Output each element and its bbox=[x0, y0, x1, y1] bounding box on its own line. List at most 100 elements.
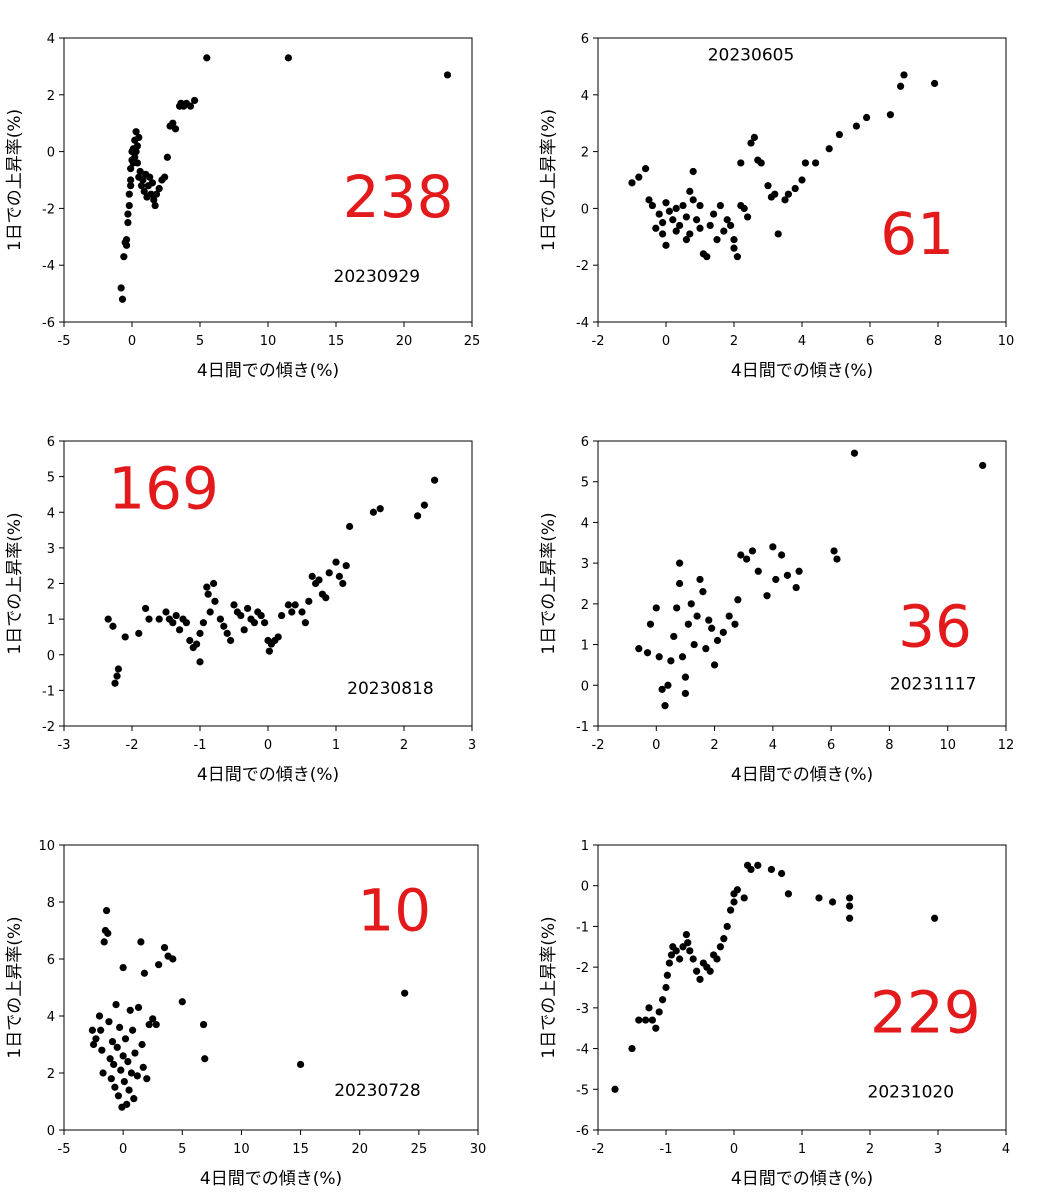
x-tick-label: 15 bbox=[292, 1142, 309, 1157]
data-point bbox=[689, 955, 697, 963]
data-point bbox=[696, 975, 704, 983]
data-point bbox=[733, 253, 742, 261]
data-point bbox=[118, 295, 127, 303]
y-tick-label: 3 bbox=[581, 557, 589, 572]
x-tick-label: 10 bbox=[233, 1142, 250, 1157]
y-axis-label: 1日での上昇率(%) bbox=[539, 109, 559, 251]
scatter-panel-4: -2 0 2 4 6 8 10 12-101234564日間での傾き(%)1日での上昇率(%)… bbox=[539, 435, 1014, 785]
data-point bbox=[443, 71, 452, 79]
data-point bbox=[169, 955, 177, 963]
x-tick-label: 6 bbox=[827, 738, 835, 753]
data-point bbox=[114, 665, 122, 673]
data-point bbox=[764, 182, 772, 190]
data-point bbox=[89, 1040, 98, 1049]
data-point bbox=[628, 1044, 636, 1053]
plot-area-frame bbox=[63, 844, 479, 1131]
x-tick-label: 4 bbox=[769, 738, 777, 753]
data-point bbox=[815, 894, 823, 902]
data-point bbox=[731, 620, 739, 628]
y-tick-label: 1 bbox=[581, 839, 589, 854]
data-point bbox=[727, 906, 735, 914]
data-point bbox=[301, 619, 309, 627]
data-point bbox=[931, 914, 939, 922]
y-tick-label: -4 bbox=[42, 259, 55, 274]
x-tick-label: 2 bbox=[400, 738, 408, 753]
x-tick-label: 12 bbox=[998, 738, 1015, 753]
data-point bbox=[265, 647, 273, 655]
data-point bbox=[117, 1066, 125, 1074]
data-point bbox=[143, 1075, 151, 1083]
y-tick-label: 6 bbox=[581, 32, 589, 47]
data-point bbox=[193, 640, 201, 648]
data-point bbox=[757, 159, 765, 167]
data-point bbox=[734, 596, 742, 604]
y-axis-label: 1日での上昇率(%) bbox=[539, 916, 559, 1058]
y-tick-label: -5 bbox=[576, 1083, 589, 1098]
data-point bbox=[771, 190, 779, 198]
data-point bbox=[689, 196, 697, 204]
data-point bbox=[669, 216, 677, 224]
y-tick-label: 0 bbox=[47, 146, 55, 161]
plot-area-frame bbox=[597, 440, 1007, 727]
x-axis-label: 4日間での傾き(%) bbox=[731, 765, 873, 785]
data-point bbox=[743, 555, 751, 563]
x-tick-label: 8 bbox=[885, 738, 893, 753]
count-annotation: 10 bbox=[357, 877, 431, 945]
y-tick-label: -3 bbox=[576, 1002, 589, 1017]
y-tick-label: 6 bbox=[581, 435, 589, 450]
data-point bbox=[684, 939, 692, 947]
data-point bbox=[151, 201, 159, 210]
data-point bbox=[203, 54, 211, 62]
count-annotation: 36 bbox=[898, 593, 972, 661]
y-tick-label: 4 bbox=[47, 506, 55, 521]
y-axis-label: 1日での上昇率(%) bbox=[5, 109, 25, 251]
data-point bbox=[769, 543, 777, 551]
data-point bbox=[658, 685, 666, 693]
data-point bbox=[124, 1058, 132, 1066]
x-tick-label: 0 bbox=[264, 738, 272, 753]
data-point bbox=[133, 142, 142, 150]
data-point bbox=[628, 179, 636, 187]
data-point bbox=[131, 153, 139, 161]
data-point bbox=[783, 571, 792, 579]
x-tick-label: 10 bbox=[998, 334, 1015, 349]
data-point bbox=[203, 583, 211, 591]
x-tick-label: -5 bbox=[58, 334, 71, 349]
y-tick-label: -6 bbox=[576, 1124, 589, 1139]
data-point bbox=[125, 1086, 133, 1094]
data-point bbox=[727, 221, 735, 230]
x-tick-label: 0 bbox=[662, 334, 670, 349]
data-point bbox=[112, 1001, 120, 1009]
date-annotation: 20230818 bbox=[347, 679, 434, 699]
data-point bbox=[720, 935, 728, 943]
scatter-panel-3: -3 -2 -1 0 1 2 3-2-101234564日間での傾き(%)1日での上昇率(%… bbox=[5, 435, 476, 785]
data-point bbox=[288, 608, 296, 616]
data-point bbox=[676, 221, 684, 230]
data-point bbox=[186, 636, 194, 645]
data-point bbox=[138, 1040, 146, 1049]
data-point bbox=[121, 633, 129, 641]
data-point bbox=[662, 241, 670, 249]
x-axis-label: 4日間での傾き(%) bbox=[197, 361, 339, 381]
data-point bbox=[703, 253, 711, 261]
y-tick-label: 5 bbox=[581, 476, 589, 491]
x-tick-label: 0 bbox=[119, 1142, 127, 1157]
data-point bbox=[725, 612, 733, 620]
data-point bbox=[748, 547, 757, 555]
data-point bbox=[801, 159, 810, 167]
data-point bbox=[335, 572, 343, 580]
data-point bbox=[257, 611, 265, 620]
x-tick-label: 3 bbox=[934, 1142, 942, 1157]
data-point bbox=[414, 512, 422, 520]
y-tick-label: -4 bbox=[576, 1043, 589, 1058]
data-point bbox=[108, 1038, 117, 1046]
data-point bbox=[655, 210, 663, 218]
data-point bbox=[178, 998, 186, 1006]
data-point bbox=[342, 562, 350, 570]
data-point bbox=[122, 241, 131, 249]
data-point bbox=[684, 620, 692, 628]
y-tick-label: 0 bbox=[47, 649, 55, 664]
data-point bbox=[176, 626, 184, 634]
date-annotation: 20230728 bbox=[334, 1081, 421, 1101]
data-point bbox=[662, 983, 670, 992]
